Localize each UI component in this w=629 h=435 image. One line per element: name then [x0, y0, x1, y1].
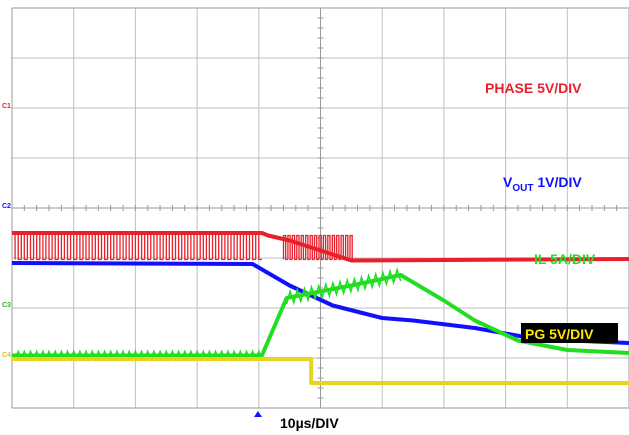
trigger-position-marker [254, 411, 262, 417]
trace-line [12, 357, 629, 385]
graticule [11, 7, 629, 409]
trace-1 [11, 261, 629, 345]
timebase-label: 10µs/DIV [280, 415, 339, 431]
ch1-marker: C1 [2, 103, 11, 110]
ch2-marker: C2 [2, 203, 11, 210]
ch3-marker: C3 [2, 302, 11, 309]
trace-0 [12, 231, 629, 263]
il-label: IL 5A/DIV [534, 251, 596, 267]
trace-line [11, 261, 629, 345]
switching-pulses [14, 232, 262, 261]
vout-label: VOUT 1V/DIV [503, 174, 582, 194]
pg-label: PG 5V/DIV [525, 326, 594, 342]
current-ripple [285, 267, 402, 306]
switching-pulses [282, 234, 355, 261]
pg-label-background [521, 323, 618, 343]
plot-frame [11, 7, 629, 409]
trace-3 [12, 357, 629, 385]
waveform-traces [11, 231, 629, 385]
ch4-marker: C4 [2, 352, 11, 359]
phase-label: PHASE 5V/DIV [485, 80, 582, 96]
trace-line [12, 273, 629, 358]
